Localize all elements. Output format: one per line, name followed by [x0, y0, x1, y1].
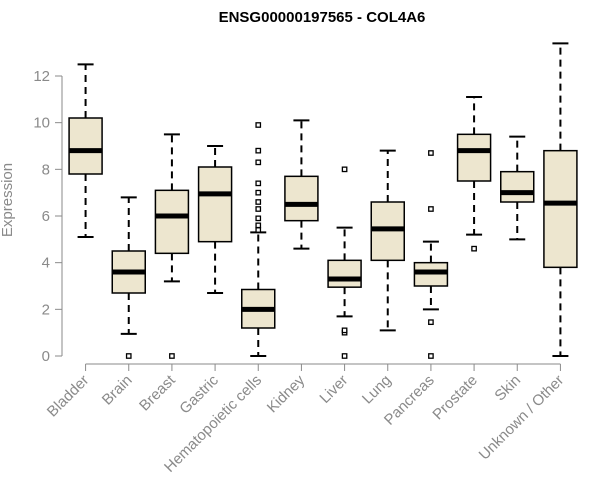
x-tick-label: Lung	[359, 372, 395, 408]
box-unknown-other	[543, 42, 578, 357]
outlier-point	[255, 147, 262, 154]
outlier-point	[428, 353, 434, 359]
x-tick-label: Kidney	[264, 371, 309, 416]
iqr-box	[327, 259, 362, 288]
y-axis: 0 2 4 6 8 10 12	[33, 68, 63, 365]
y-tick-label: 4	[42, 255, 50, 272]
outlier-point	[341, 353, 348, 359]
y-tick-label: 2	[42, 301, 50, 318]
x-tick-label: Prostate	[429, 372, 481, 424]
outlier-point	[255, 222, 262, 229]
outlier-point	[471, 245, 477, 252]
box-liver	[327, 166, 362, 359]
iqr-box	[154, 189, 190, 255]
box-kidney	[284, 119, 319, 250]
box-series	[68, 42, 578, 359]
y-tick-label: 12	[33, 68, 50, 85]
iqr-box	[456, 133, 492, 182]
outlier-point	[125, 353, 132, 359]
y-tick-label: 0	[42, 348, 50, 365]
y-tick-label: 10	[33, 115, 50, 132]
y-tick-label: 6	[42, 208, 50, 225]
x-tick-label: Liver	[316, 372, 351, 407]
outlier-point	[341, 166, 348, 173]
outlier-point	[255, 189, 262, 196]
box-skin	[500, 135, 535, 241]
iqr-box	[500, 170, 535, 203]
iqr-box	[543, 149, 578, 269]
box-bladder	[68, 63, 103, 238]
x-tick-label: Brain	[99, 372, 136, 409]
outlier-point	[169, 353, 175, 359]
outlier-point	[255, 159, 262, 166]
box-breast	[154, 133, 190, 359]
outlier-point	[428, 150, 434, 156]
chart-title: ENSG00000197565 - COL4A6	[219, 9, 426, 26]
box-hematopoietic-cells	[241, 122, 276, 357]
outlier-point	[255, 215, 262, 222]
box-pancreas	[413, 150, 449, 359]
box-prostate	[456, 96, 492, 252]
outlier-point	[255, 199, 262, 205]
box-gastric	[197, 145, 233, 294]
outlier-point	[255, 206, 262, 212]
iqr-box	[197, 166, 233, 243]
outlier-point	[255, 180, 262, 187]
outlier-point	[428, 319, 434, 326]
outlier-point	[255, 227, 262, 233]
box-brain	[111, 196, 146, 359]
outlier-point	[428, 206, 434, 212]
x-tick-label: Breast	[136, 371, 179, 414]
iqr-box	[68, 117, 103, 175]
y-tick-label: 8	[42, 161, 50, 178]
outlier-point	[341, 327, 348, 334]
iqr-box	[284, 175, 319, 222]
box-lung	[370, 149, 405, 332]
outlier-point	[255, 122, 262, 128]
y-axis-label: Expression	[0, 163, 16, 237]
x-tick-label: Bladder	[44, 372, 93, 421]
x-tick-label: Skin	[491, 372, 524, 405]
